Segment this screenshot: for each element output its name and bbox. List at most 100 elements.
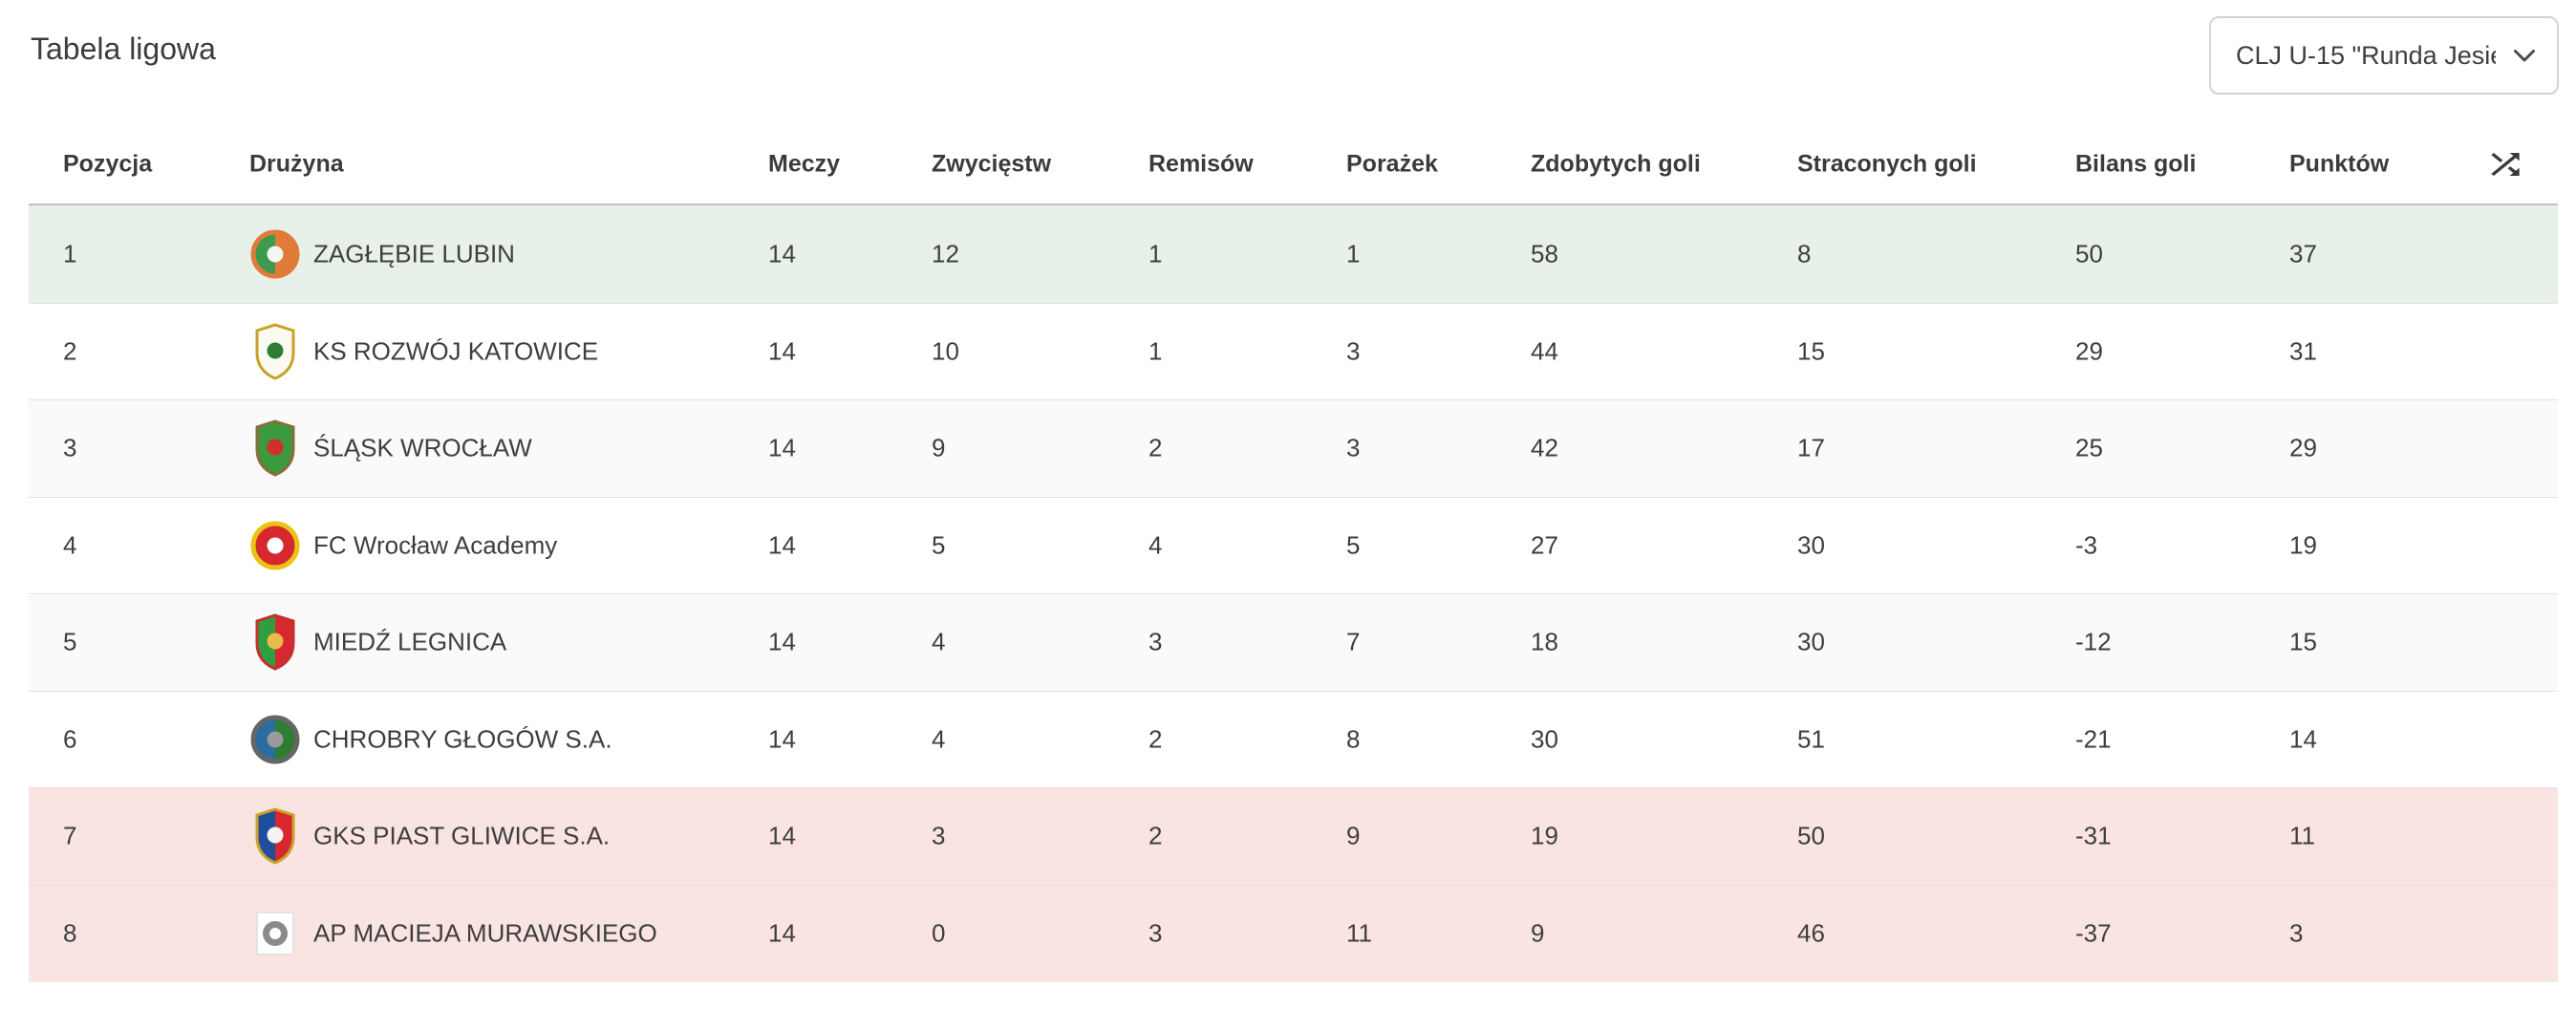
shuffle-button[interactable] — [2484, 147, 2526, 182]
cell-losses: 3 — [1346, 336, 1361, 366]
cell-points: 3 — [2289, 918, 2304, 948]
cell-draws: 3 — [1148, 918, 1163, 948]
column-header-matches: Meczy — [768, 150, 841, 177]
cell-goals-for: 27 — [1531, 530, 1558, 560]
cell-wins: 0 — [932, 918, 946, 948]
cell-goal-balance: 50 — [2075, 239, 2103, 268]
cell-position: 4 — [63, 530, 77, 560]
cell-goal-balance: -12 — [2075, 627, 2112, 656]
cell-points: 11 — [2289, 821, 2315, 850]
cell-draws: 3 — [1148, 627, 1163, 656]
cell-draws: 2 — [1148, 433, 1163, 462]
cell-losses: 11 — [1346, 918, 1372, 948]
cell-draws: 2 — [1148, 724, 1163, 754]
cell-goal-balance: 25 — [2075, 433, 2103, 462]
table-row-8: 8 AP MACIEJA MURAWSKIEGO 14 0 3 11 9 46 -37 3 — [29, 884, 2558, 981]
cell-team-name: FC Wrocław Academy — [313, 530, 558, 560]
team-logo — [249, 513, 301, 578]
cell-position: 8 — [63, 918, 77, 948]
cell-goals-against: 15 — [1797, 336, 1825, 366]
cell-losses: 8 — [1346, 724, 1361, 754]
miedz-legnica-crest — [255, 613, 295, 671]
cell-position: 2 — [63, 336, 77, 366]
cell-points: 37 — [2289, 239, 2317, 268]
cell-matches: 14 — [768, 724, 796, 754]
cell-losses: 9 — [1346, 821, 1361, 850]
league-table: Pozycja Drużyna Meczy Zwycięstw Remisów … — [29, 124, 2558, 982]
shuffle-icon — [2491, 152, 2520, 176]
page-title: Tabela ligowa — [31, 32, 216, 66]
cell-draws: 2 — [1148, 821, 1163, 850]
table-body: 1 ZAGŁĘBIE LUBIN 14 12 1 1 58 8 50 37 2 KS ROZWÓJ K… — [29, 205, 2558, 982]
column-header-losses: Porażek — [1346, 150, 1438, 177]
chevron-down-icon — [2514, 49, 2535, 61]
column-header-goals-for: Zdobytych goli — [1531, 150, 1701, 177]
team-logo — [249, 804, 301, 869]
cell-position: 1 — [63, 239, 77, 268]
team-logo — [249, 610, 301, 675]
column-header-wins: Zwycięstw — [932, 150, 1052, 177]
cell-goal-balance: -31 — [2075, 821, 2112, 850]
cell-team-name: ŚLĄSK WROCŁAW — [313, 433, 532, 462]
cell-draws: 1 — [1148, 239, 1163, 268]
cell-position: 7 — [63, 821, 77, 850]
team-logo — [249, 707, 301, 772]
cell-matches: 14 — [768, 336, 796, 366]
column-header-draws: Remisów — [1148, 150, 1254, 177]
cell-team-name: CHROBRY GŁOGÓW S.A. — [313, 724, 612, 754]
table-row-4: 4 FC Wrocław Academy 14 5 4 5 27 30 -3 19 — [29, 496, 2558, 593]
cell-goals-for: 30 — [1531, 724, 1558, 754]
cell-matches: 14 — [768, 530, 796, 560]
table-row-1: 1 ZAGŁĘBIE LUBIN 14 12 1 1 58 8 50 37 — [29, 205, 2558, 303]
cell-goals-against: 50 — [1797, 821, 1825, 850]
cell-wins: 12 — [932, 239, 959, 268]
table-row-3: 3 ŚLĄSK WROCŁAW 14 9 2 3 42 17 25 29 — [29, 399, 2558, 497]
cell-matches: 14 — [768, 627, 796, 656]
slask-wroclaw-crest — [255, 419, 295, 477]
cell-goals-for: 44 — [1531, 336, 1558, 366]
ap-macieja-murawskiego-crest — [256, 911, 294, 955]
cell-wins: 4 — [932, 627, 946, 656]
cell-wins: 4 — [932, 724, 946, 754]
cell-goals-against: 30 — [1797, 627, 1825, 656]
column-header-points: Punktów — [2289, 150, 2390, 177]
rozwoj-katowice-crest — [255, 323, 295, 380]
cell-draws: 4 — [1148, 530, 1163, 560]
zaglebie-lubin-crest — [250, 229, 300, 279]
team-logo — [249, 222, 301, 287]
cell-goals-against: 51 — [1797, 724, 1825, 754]
table-row-5: 5 MIEDŹ LEGNICA 14 4 3 7 18 30 -12 15 — [29, 593, 2558, 691]
cell-goal-balance: 29 — [2075, 336, 2103, 366]
cell-matches: 14 — [768, 918, 796, 948]
piast-gliwice-crest — [255, 807, 295, 865]
cell-position: 3 — [63, 433, 77, 462]
cell-goals-for: 19 — [1531, 821, 1558, 850]
cell-points: 19 — [2289, 530, 2317, 560]
cell-wins: 10 — [932, 336, 959, 366]
column-header-position: Pozycja — [63, 150, 153, 177]
cell-goals-for: 18 — [1531, 627, 1558, 656]
cell-goals-against: 46 — [1797, 918, 1825, 948]
cell-team-name: MIEDŹ LEGNICA — [313, 627, 507, 656]
cell-matches: 14 — [768, 433, 796, 462]
table-row-6: 6 CHROBRY GŁOGÓW S.A. 14 4 2 8 30 51 -21 14 — [29, 690, 2558, 787]
season-dropdown[interactable]: CLJ U-15 "Runda Jesienna G... — [2209, 16, 2559, 95]
fc-wroclaw-academy-crest — [250, 521, 300, 570]
table-row-7: 7 GKS PIAST GLIWICE S.A. 14 3 2 9 19 50 -31 11 — [29, 787, 2558, 885]
cell-points: 14 — [2289, 724, 2317, 754]
cell-points: 31 — [2289, 336, 2317, 366]
column-header-goals-against: Straconych goli — [1797, 150, 1977, 177]
team-logo — [249, 319, 301, 384]
cell-goals-for: 9 — [1531, 918, 1545, 948]
cell-team-name: ZAGŁĘBIE LUBIN — [313, 239, 515, 268]
cell-losses: 5 — [1346, 530, 1361, 560]
cell-draws: 1 — [1148, 336, 1163, 366]
cell-matches: 14 — [768, 239, 796, 268]
cell-goals-against: 8 — [1797, 239, 1812, 268]
team-logo — [249, 901, 301, 966]
cell-goal-balance: -3 — [2075, 530, 2098, 560]
cell-team-name: KS ROZWÓJ KATOWICE — [313, 336, 599, 366]
cell-goals-against: 17 — [1797, 433, 1825, 462]
cell-losses: 3 — [1346, 433, 1361, 462]
